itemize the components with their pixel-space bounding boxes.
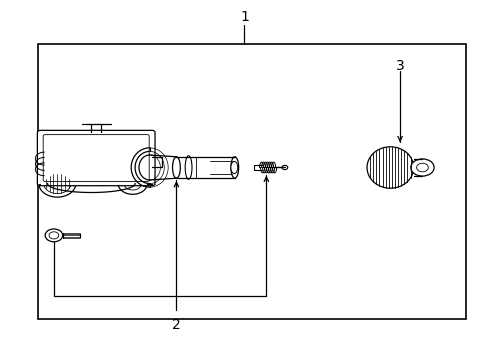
Ellipse shape	[366, 147, 413, 188]
Bar	[38, 44, 465, 319]
Text: 1: 1	[240, 10, 248, 24]
Circle shape	[118, 173, 147, 194]
Circle shape	[39, 170, 76, 197]
Circle shape	[45, 229, 62, 242]
Circle shape	[410, 159, 433, 176]
Circle shape	[123, 177, 141, 190]
Ellipse shape	[185, 156, 192, 179]
Text: 2: 2	[172, 318, 181, 332]
Ellipse shape	[172, 157, 180, 178]
Ellipse shape	[230, 157, 238, 178]
Circle shape	[416, 163, 427, 172]
FancyBboxPatch shape	[37, 130, 155, 186]
Text: 3: 3	[395, 59, 404, 73]
Circle shape	[43, 174, 71, 194]
Ellipse shape	[230, 161, 237, 174]
Circle shape	[282, 165, 287, 170]
